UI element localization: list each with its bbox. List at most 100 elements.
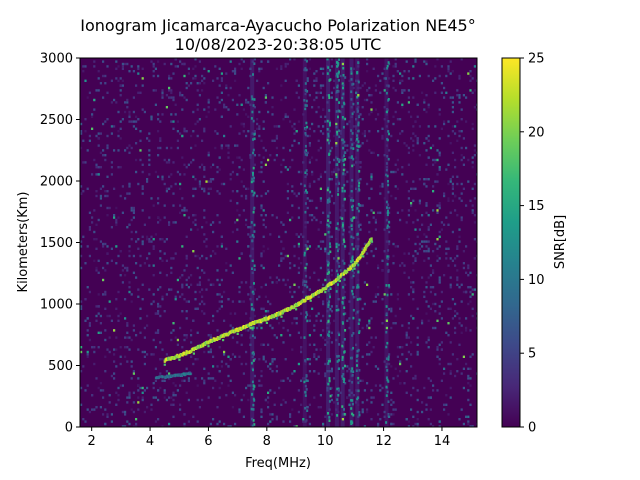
noise-cell (401, 74, 404, 78)
band-cell (357, 381, 360, 385)
noise-cell (119, 312, 122, 315)
noise-cell (106, 262, 109, 265)
band-cell (386, 369, 389, 372)
band-cell (335, 175, 338, 179)
noise-cell (97, 346, 100, 349)
noise-cell (238, 410, 241, 414)
noise-cell (432, 302, 435, 306)
noise-cell (410, 394, 413, 397)
band-cell (351, 356, 353, 360)
noise-cell (88, 254, 91, 258)
speckle-cell (236, 240, 239, 243)
noise-cell (203, 187, 206, 190)
noise-cell (436, 173, 439, 176)
noise-cell (436, 247, 439, 250)
band-cell (327, 252, 330, 255)
noise-cell (258, 379, 261, 382)
noise-cell (313, 216, 316, 219)
band-cell (306, 125, 309, 129)
noise-cell (427, 226, 430, 229)
noise-cell (196, 358, 199, 361)
noise-cell (359, 379, 362, 382)
noise-cell (152, 62, 155, 66)
noise-cell (333, 319, 336, 322)
speckle-cell (429, 146, 432, 150)
noise-cell (407, 238, 410, 241)
noise-cell (95, 377, 98, 380)
noise-cell (247, 233, 250, 236)
band-cell (253, 191, 256, 195)
noise-cell (132, 425, 135, 427)
noise-cell (141, 170, 144, 174)
noise-cell (324, 372, 327, 375)
noise-cell (192, 221, 195, 224)
noise-cell (297, 257, 300, 260)
band-cell (357, 209, 360, 213)
noise-cell (403, 382, 406, 385)
band-cell (350, 420, 353, 423)
lower-trace-cell (188, 371, 192, 374)
noise-cell (194, 58, 197, 61)
noise-cell (80, 403, 83, 406)
noise-cell (421, 245, 424, 248)
band-cell (351, 178, 354, 182)
noise-cell (432, 425, 435, 427)
noise-cell (229, 358, 232, 361)
noise-cell (247, 293, 250, 296)
band-cell (327, 224, 330, 228)
noise-cell (130, 209, 133, 212)
noise-cell (137, 65, 140, 68)
noise-cell (187, 216, 190, 219)
band-cell (385, 162, 388, 165)
noise-cell (124, 110, 127, 114)
x-tick-label: 2 (88, 434, 96, 449)
noise-cell (291, 185, 294, 188)
band-cell (351, 112, 354, 116)
noise-cell (460, 158, 463, 162)
noise-cell (423, 182, 426, 186)
band-cell (350, 407, 353, 410)
noise-cell (306, 79, 309, 82)
band-cell (341, 96, 344, 100)
noise-cell (370, 101, 373, 104)
noise-cell (330, 235, 333, 238)
noise-cell (319, 266, 322, 270)
band-cell (341, 226, 344, 229)
noise-cell (165, 238, 168, 241)
noise-cell (471, 211, 474, 214)
noise-cell (418, 202, 421, 205)
noise-cell (293, 139, 296, 142)
noise-cell (220, 79, 223, 82)
noise-cell (379, 384, 382, 387)
noise-cell (117, 65, 120, 68)
speckle-cell (357, 94, 360, 97)
band-cell (358, 204, 361, 207)
noise-cell (319, 91, 322, 94)
speckle-cell (280, 334, 283, 337)
noise-cell (273, 391, 276, 394)
band-cell (351, 257, 354, 260)
band-cell (351, 132, 354, 135)
band-cell (351, 143, 354, 146)
noise-cell (126, 346, 129, 349)
noise-cell (181, 310, 184, 313)
noise-cell (282, 223, 285, 226)
band-cell (335, 163, 338, 166)
noise-cell (179, 403, 182, 406)
noise-cell (97, 312, 100, 315)
noise-cell (106, 252, 109, 255)
band-cell (252, 308, 255, 312)
noise-cell (407, 293, 410, 296)
noise-cell (258, 67, 261, 70)
noise-cell (135, 230, 138, 234)
band-cell (386, 293, 389, 297)
noise-cell (183, 62, 186, 66)
band-cell (386, 206, 388, 209)
noise-cell (449, 211, 452, 214)
noise-cell (269, 302, 272, 306)
noise-cell (282, 379, 285, 382)
noise-cell (315, 79, 318, 82)
noise-cell (412, 254, 415, 258)
noise-cell (394, 185, 397, 188)
noise-cell (121, 211, 124, 214)
